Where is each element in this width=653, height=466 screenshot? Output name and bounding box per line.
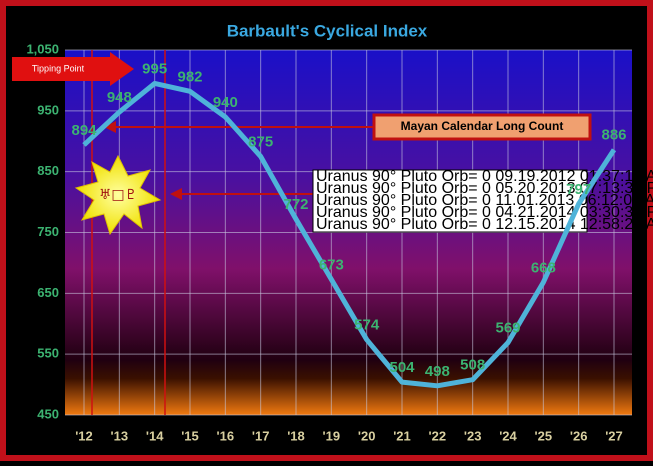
- x-tick-label: '15: [181, 428, 199, 443]
- y-tick-label: 750: [37, 224, 59, 239]
- aspect-row: Uranus 90° Pluto Orb= 0 12.15.2014 12:58…: [316, 216, 653, 233]
- value-label: 498: [425, 363, 450, 380]
- x-tick-label: '14: [146, 428, 164, 443]
- arrow-head: [170, 188, 182, 200]
- value-label: 995: [142, 60, 167, 77]
- y-tick-label: 1,050: [26, 41, 59, 56]
- tipping-label: Tipping Point: [32, 63, 85, 73]
- chart-title: Barbault's Cyclical Index: [227, 21, 428, 40]
- value-label: 886: [601, 127, 626, 144]
- x-tick-label: '21: [393, 428, 411, 443]
- burst: [74, 154, 162, 236]
- x-tick-label: '22: [429, 428, 447, 443]
- y-tick-label: 450: [37, 406, 59, 421]
- x-tick-label: '18: [287, 428, 305, 443]
- value-label: 940: [213, 94, 238, 111]
- value-label: 668: [531, 259, 556, 276]
- aspect-symbol: ♅□♇: [99, 187, 137, 203]
- aspect-row: Uranus 90° Pluto Orb= 0 04.21.2014 03:30…: [316, 204, 653, 221]
- y-tick-label: 850: [37, 163, 59, 178]
- x-tick-label: '25: [535, 428, 553, 443]
- value-label: 875: [248, 133, 273, 150]
- mayan-box: [372, 113, 592, 141]
- x-tick-label: '16: [217, 428, 235, 443]
- value-label: 894: [71, 122, 97, 139]
- value-label: 797: [566, 181, 591, 198]
- x-tick-label: '27: [605, 428, 623, 443]
- x-tick-label: '12: [75, 428, 93, 443]
- arrow-head: [104, 121, 116, 133]
- value-label: 982: [177, 68, 202, 85]
- x-tick-label: '19: [323, 428, 341, 443]
- x-tick-label: '23: [464, 428, 482, 443]
- aspect-row: Uranus 90° Pluto Orb= 0 09.19.2012 01:37…: [316, 168, 653, 185]
- x-tick-label: '17: [252, 428, 270, 443]
- x-tick-label: '13: [111, 428, 129, 443]
- y-tick-label: 650: [37, 285, 59, 300]
- aspect-row: Uranus 90° Pluto Orb= 0 11.01.2013 06:12…: [316, 192, 653, 209]
- value-label: 504: [389, 359, 415, 376]
- value-label: 508: [460, 357, 485, 374]
- tipping-arrow: [12, 52, 134, 86]
- y-tick-label: 550: [37, 346, 59, 361]
- value-label: 673: [319, 256, 344, 273]
- value-label: 569: [495, 320, 520, 337]
- x-tick-label: '20: [358, 428, 376, 443]
- x-tick-label: '26: [570, 428, 588, 443]
- value-label: 948: [107, 89, 132, 106]
- aspect-table: [312, 169, 588, 233]
- value-label: 574: [354, 317, 380, 334]
- mayan-label: Mayan Calendar Long Count: [401, 119, 564, 133]
- value-label: 772: [283, 196, 308, 213]
- aspect-row: Uranus 90° Pluto Orb= 0 05.20.2013 07:13…: [316, 180, 653, 197]
- y-tick-label: 950: [37, 102, 59, 117]
- series-line: [82, 80, 617, 389]
- x-tick-label: '24: [499, 428, 517, 443]
